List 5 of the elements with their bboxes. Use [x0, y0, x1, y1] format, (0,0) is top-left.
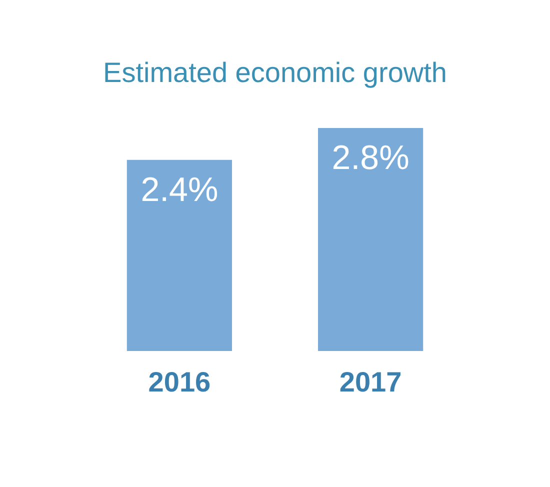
x-tick-label: 2017 — [339, 366, 402, 398]
data-label: 2.4% — [140, 170, 218, 209]
x-tick-label: 2016 — [148, 366, 211, 398]
chart-title: Estimated economic growth — [103, 57, 447, 88]
data-label: 2.8% — [332, 139, 410, 177]
